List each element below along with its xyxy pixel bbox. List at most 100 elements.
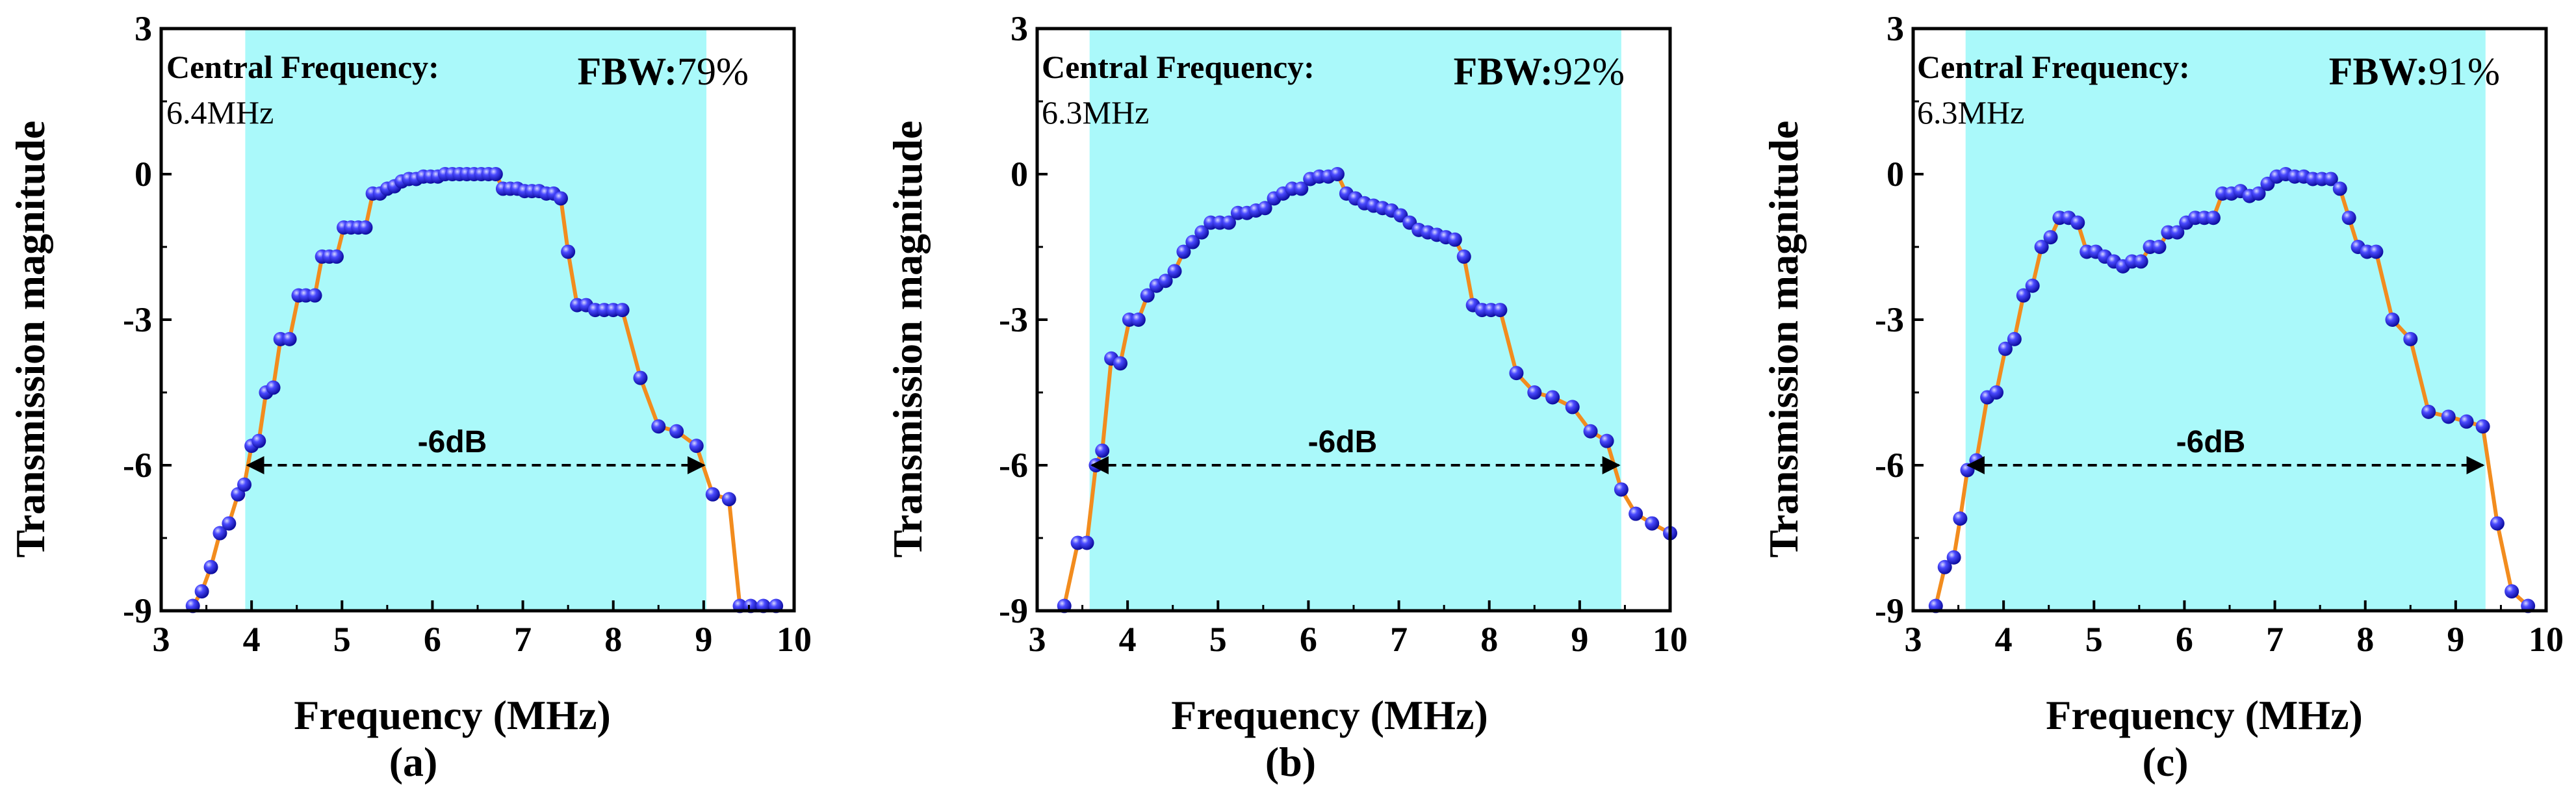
panel-c: 3 4 5 6 7 8 9 10 -9 -6 -3 0 3 Central Frequency: 6.3… [1760, 9, 2564, 785]
x-tick-label-c: 7 [2266, 620, 2284, 659]
x-tick-label-c: 4 [1995, 620, 2013, 659]
y-tick-label-c: -3 [1875, 300, 1904, 339]
plot-area-c: 3 4 5 6 7 8 9 10 -9 -6 -3 0 3 [1875, 9, 2564, 659]
data-point-b [1599, 433, 1614, 448]
data-point-a [222, 516, 237, 531]
x-tick-label-c: 6 [2176, 620, 2193, 659]
panel-b: 3 4 5 6 7 8 9 10 -9 -6 -3 0 3 Central Frequency: 6.3… [884, 9, 1688, 785]
db-label-b: -6dB [1308, 425, 1378, 459]
data-point-b [1456, 249, 1471, 264]
y-tick-label-c: 3 [1887, 9, 1904, 48]
plot-area-b: 3 4 5 6 7 8 9 10 -9 -6 -3 0 3 [999, 9, 1688, 659]
passband-region-a [245, 29, 707, 611]
data-point-c [2385, 313, 2400, 327]
y-tick-label-b: -3 [999, 300, 1028, 339]
data-point-c [2152, 240, 2167, 254]
data-point-c [2133, 254, 2148, 269]
data-point-a [203, 559, 218, 574]
panel-a: 3 4 5 6 7 8 9 10 -9 -6 -3 0 3 Central Frequency: 6.4… [7, 9, 812, 785]
data-point-b [1583, 424, 1598, 439]
data-point-c [2251, 186, 2266, 201]
data-point-c [2070, 215, 2085, 230]
data-point-a [561, 244, 576, 259]
y-tick-label-a: -9 [123, 591, 152, 630]
x-tick-label-b: 9 [1571, 620, 1588, 659]
data-point-b [1257, 201, 1272, 216]
data-point-b [1565, 400, 1580, 415]
fbw-value-a: 79% [677, 50, 749, 93]
x-tick-label-b: 5 [1209, 620, 1227, 659]
data-point-b [1095, 443, 1110, 458]
x-axis-title-b: Frequency (MHz) [1171, 692, 1488, 738]
data-point-a [554, 191, 569, 206]
data-point-b [1509, 366, 1524, 381]
x-tick-label-a: 7 [514, 620, 532, 659]
data-point-c [2025, 278, 2040, 293]
data-point-a [633, 370, 648, 385]
data-point-b [1330, 167, 1345, 181]
passband-region-c [1965, 29, 2486, 611]
data-point-c [1946, 550, 1961, 565]
data-point-c [2170, 225, 2185, 240]
db-label-a: -6dB [418, 425, 487, 459]
x-tick-label-b: 7 [1390, 620, 1408, 659]
data-point-c [2490, 516, 2505, 531]
panel-label-c: (c) [2142, 739, 2188, 785]
data-point-c [2403, 331, 2418, 346]
y-tick-label-b: -6 [999, 446, 1028, 485]
central-frequency-label-a: Central Frequency: [166, 49, 439, 85]
central-frequency-value-b: 6.3MHz [1042, 94, 1149, 131]
data-point-b [1527, 385, 1542, 400]
y-tick-label-a: -6 [123, 446, 152, 485]
data-point-b [1176, 244, 1191, 259]
fbw-value-b: 92% [1553, 50, 1625, 93]
data-point-a [615, 303, 630, 318]
data-point-b [1629, 506, 1643, 521]
data-point-c [2475, 419, 2490, 434]
data-point-a [237, 477, 252, 492]
y-tick-label-b: -9 [999, 591, 1028, 630]
data-point-b [1221, 215, 1236, 230]
central-frequency-label-b: Central Frequency: [1042, 49, 1315, 85]
panel-label-b: (b) [1265, 739, 1316, 785]
data-point-b [1167, 264, 1182, 279]
fbw-b: FBW:92% [1454, 50, 1625, 93]
data-point-b [1185, 235, 1200, 250]
x-axis-title-c: Frequency (MHz) [2046, 692, 2363, 738]
data-point-b [1447, 232, 1462, 247]
fbw-a: FBW:79% [578, 50, 749, 93]
db-label-c: -6dB [2176, 425, 2246, 459]
data-point-c [2421, 404, 2436, 419]
data-point-a [721, 492, 736, 507]
x-axis-title-a: Frequency (MHz) [294, 692, 611, 738]
data-point-c [2007, 331, 2022, 346]
fbw-c: FBW:91% [2329, 50, 2500, 93]
x-tick-label-c: 10 [2529, 620, 2564, 659]
data-point-b [1294, 181, 1309, 196]
data-point-c [2459, 414, 2474, 429]
y-tick-label-c: 0 [1887, 155, 1904, 194]
data-point-b [1140, 288, 1155, 303]
x-tick-label-b: 3 [1029, 620, 1046, 659]
data-point-b [1493, 303, 1508, 318]
x-tick-label-c: 8 [2356, 620, 2374, 659]
y-tick-label-a: -3 [123, 300, 152, 339]
fbw-prefix-b: FBW: [1454, 50, 1553, 93]
data-point-c [2505, 584, 2519, 599]
data-point-a [251, 433, 266, 448]
x-tick-label-b: 8 [1480, 620, 1498, 659]
x-tick-label-a: 8 [604, 620, 622, 659]
data-point-b [1113, 356, 1128, 371]
x-tick-label-a: 9 [695, 620, 712, 659]
central-frequency-value-c: 6.3MHz [1917, 94, 2024, 131]
x-tick-label-a: 6 [424, 620, 441, 659]
data-point-b [1079, 535, 1094, 550]
x-tick-label-b: 4 [1119, 620, 1137, 659]
data-point-c [2206, 211, 2221, 225]
data-point-a [669, 424, 684, 439]
central-frequency-value-a: 6.4MHz [166, 94, 274, 131]
data-point-b [1158, 274, 1173, 288]
panel-label-a: (a) [389, 739, 438, 785]
central-frequency-label-c: Central Frequency: [1917, 49, 2190, 85]
